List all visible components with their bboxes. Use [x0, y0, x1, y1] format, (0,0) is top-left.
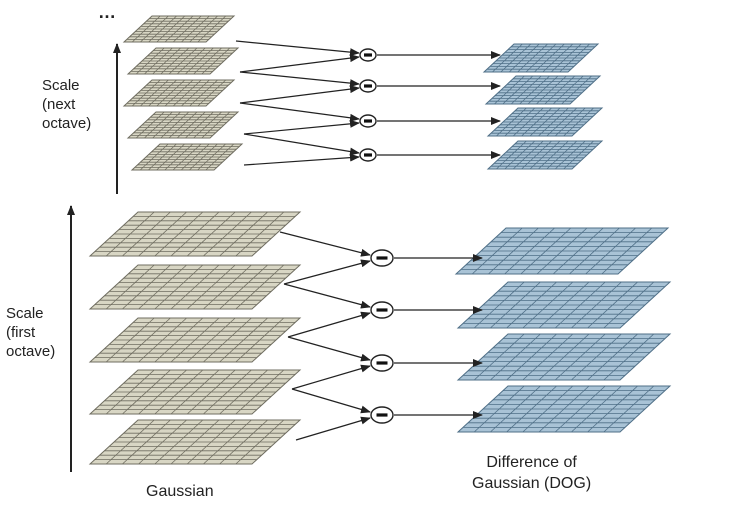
subtract-op-next-3	[360, 115, 376, 127]
scale-first-line-2: (first	[6, 323, 55, 342]
arrow-next-lower-2	[240, 88, 359, 103]
arrow-next-lower-4	[244, 157, 359, 165]
gaussian-layer-next-octave-4	[128, 112, 238, 138]
gaussian-layer-next-octave-3	[124, 80, 234, 106]
dog-layer-next-octave-4	[488, 141, 602, 169]
dog-label-line-2: Gaussian (DOG)	[472, 473, 591, 494]
subtract-op-next-4	[360, 149, 376, 161]
arrow-next-upper-4	[244, 134, 359, 153]
gaussian-layer-first-octave-2	[90, 265, 300, 309]
gaussian-layer-next-octave-5	[132, 144, 242, 170]
scale-next-line-3: octave)	[42, 114, 91, 133]
subtract-op-first-4	[371, 407, 393, 423]
gaussian-layer-first-octave-4	[90, 370, 300, 414]
arrow-next-upper-1	[236, 41, 359, 53]
subtract-op-next-1	[360, 49, 376, 61]
arrow-first-upper-3	[288, 337, 370, 360]
arrow-next-upper-2	[240, 72, 359, 84]
subtract-op-next-2	[360, 80, 376, 92]
scale-first-octave-label: Scale (first octave)	[6, 304, 55, 361]
arrow-first-upper-1	[280, 232, 370, 255]
ellipsis-more-octaves: …	[98, 2, 118, 23]
gaussian-layer-next-octave-1	[124, 16, 234, 42]
gaussian-layer-first-octave-5	[90, 420, 300, 464]
arrow-first-lower-2	[288, 313, 370, 337]
dog-label-line-1: Difference of	[472, 452, 591, 473]
subtract-op-first-2	[371, 302, 393, 318]
scale-first-line-1: Scale	[6, 304, 55, 323]
dog-layer-next-octave-1	[484, 44, 598, 72]
dog-label: Difference of Gaussian (DOG)	[472, 452, 591, 494]
arrow-first-lower-1	[284, 261, 370, 284]
dog-layer-first-octave-4	[458, 386, 670, 432]
scale-next-line-2: (next	[42, 95, 91, 114]
scale-next-octave-label: Scale (next octave)	[42, 76, 91, 133]
arrow-next-lower-3	[244, 123, 359, 134]
arrow-next-upper-3	[240, 103, 359, 119]
dog-layer-next-octave-2	[486, 76, 600, 104]
subtract-op-first-3	[371, 355, 393, 371]
dog-layer-first-octave-2	[458, 282, 670, 328]
arrow-next-lower-1	[240, 57, 359, 72]
gaussian-layer-next-octave-2	[128, 48, 238, 74]
gaussian-label: Gaussian	[146, 482, 214, 501]
arrow-first-upper-4	[292, 389, 370, 412]
gaussian-layer-first-octave-1	[90, 212, 300, 256]
dog-layer-first-octave-1	[456, 228, 668, 274]
arrow-first-lower-4	[296, 418, 370, 440]
scale-first-line-3: octave)	[6, 342, 55, 361]
arrow-first-lower-3	[292, 366, 370, 389]
subtract-op-first-1	[371, 250, 393, 266]
dog-layer-first-octave-3	[458, 334, 670, 380]
gaussian-layer-first-octave-3	[90, 318, 300, 362]
scale-next-line-1: Scale	[42, 76, 91, 95]
dog-layer-next-octave-3	[488, 108, 602, 136]
arrow-first-upper-2	[284, 284, 370, 307]
